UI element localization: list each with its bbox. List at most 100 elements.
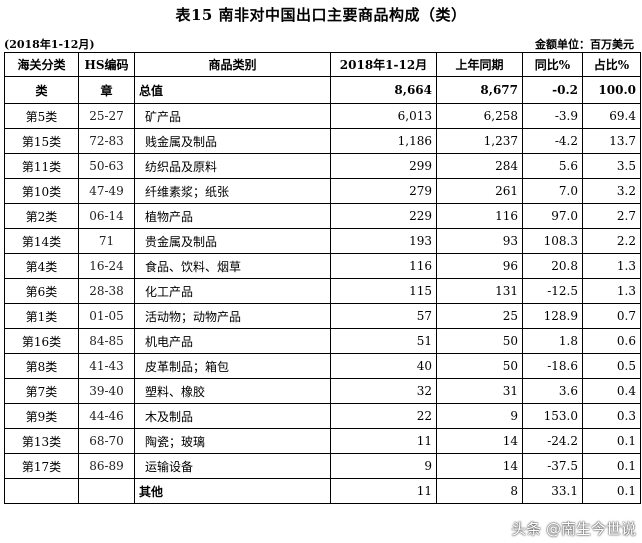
subheader-class: 类 (4, 76, 79, 104)
cell-yoy: 5.6 (522, 153, 583, 179)
cell-current: 279 (330, 178, 437, 204)
cell-hs-code: 84-85 (78, 328, 135, 354)
cell-current: 57 (330, 303, 437, 329)
cell-share: 0.1 (582, 428, 641, 454)
cell-share: 1.3 (582, 253, 641, 279)
watermark: 头条 @南生今世说 (511, 520, 636, 538)
cell-yoy: 20.8 (522, 253, 583, 279)
cell-yoy: 1.8 (522, 328, 583, 354)
cell-current: 22 (330, 403, 437, 429)
table-row: 第10类 47-49 纤维素浆；纸张 279 261 7.0 3.2 (4, 178, 641, 204)
cell-category: 植物产品 (134, 203, 331, 229)
cell-prior: 93 (436, 228, 523, 254)
cell-category: 皮革制品；箱包 (134, 353, 331, 379)
cell-hs-code: 71 (78, 228, 135, 254)
cell-share: 13.7 (582, 128, 641, 154)
cell-yoy: 97.0 (522, 203, 583, 229)
cell-yoy: -18.6 (522, 353, 583, 379)
cell-current: 299 (330, 153, 437, 179)
total-yoy: -0.2 (522, 76, 583, 104)
total-current: 8,664 (330, 76, 437, 104)
cell-category: 机电产品 (134, 328, 331, 354)
cell-current: 229 (330, 203, 437, 229)
table-row: 第5类 25-27 矿产品 6,013 6,258 -3.9 69.4 (4, 103, 641, 129)
total-label: 总值 (134, 76, 331, 104)
cell-current: 11 (330, 478, 437, 504)
cell-yoy: -37.5 (522, 453, 583, 479)
cell-category: 活动物；动物产品 (134, 303, 331, 329)
cell-prior: 25 (436, 303, 523, 329)
cell-share: 2.2 (582, 228, 641, 254)
table-row: 第15类 72-83 贱金属及制品 1,186 1,237 -4.2 13.7 (4, 128, 641, 154)
cell-current: 51 (330, 328, 437, 354)
header-prior-period: 上年同期 (436, 52, 523, 77)
cell-prior: 284 (436, 153, 523, 179)
cell-class: 第5类 (4, 103, 79, 129)
cell-prior: 131 (436, 278, 523, 304)
cell-category: 其他 (134, 478, 331, 504)
cell-yoy: 3.6 (522, 378, 583, 404)
cell-hs-code: 06-14 (78, 203, 135, 229)
table-row: 第4类 16-24 食品、饮料、烟草 116 96 20.8 1.3 (4, 253, 641, 279)
cell-class: 第8类 (4, 353, 79, 379)
cell-yoy: -24.2 (522, 428, 583, 454)
cell-hs-code: 86-89 (78, 453, 135, 479)
cell-category: 纤维素浆；纸张 (134, 178, 331, 204)
cell-prior: 261 (436, 178, 523, 204)
cell-class: 第14类 (4, 228, 79, 254)
cell-class: 第17类 (4, 453, 79, 479)
cell-hs-code: 47-49 (78, 178, 135, 204)
table-row: 第1类 01-05 活动物；动物产品 57 25 128.9 0.7 (4, 303, 641, 329)
cell-class (4, 478, 79, 504)
cell-current: 40 (330, 353, 437, 379)
cell-yoy: 108.3 (522, 228, 583, 254)
header-category: 商品类别 (134, 52, 331, 77)
header-current-period: 2018年1-12月 (330, 52, 437, 77)
cell-hs-code (78, 478, 135, 504)
cell-current: 193 (330, 228, 437, 254)
cell-category: 陶瓷；玻璃 (134, 428, 331, 454)
cell-class: 第10类 (4, 178, 79, 204)
cell-current: 116 (330, 253, 437, 279)
cell-prior: 8 (436, 478, 523, 504)
cell-yoy: -4.2 (522, 128, 583, 154)
cell-yoy: -12.5 (522, 278, 583, 304)
table-row: 第6类 28-38 化工产品 115 131 -12.5 1.3 (4, 278, 641, 304)
cell-category: 食品、饮料、烟草 (134, 253, 331, 279)
cell-share: 0.7 (582, 303, 641, 329)
cell-category: 木及制品 (134, 403, 331, 429)
header-customs-class: 海关分类 (4, 52, 79, 77)
cell-current: 9 (330, 453, 437, 479)
cell-share: 0.5 (582, 353, 641, 379)
table-row: 第17类 86-89 运输设备 9 14 -37.5 0.1 (4, 453, 641, 479)
cell-prior: 96 (436, 253, 523, 279)
cell-share: 3.2 (582, 178, 641, 204)
cell-hs-code: 28-38 (78, 278, 135, 304)
cell-prior: 6,258 (436, 103, 523, 129)
cell-class: 第2类 (4, 203, 79, 229)
cell-hs-code: 50-63 (78, 153, 135, 179)
cell-hs-code: 25-27 (78, 103, 135, 129)
cell-share: 2.7 (582, 203, 641, 229)
total-row: 类 章 总值 8,664 8,677 -0.2 100.0 (4, 76, 641, 104)
cell-class: 第11类 (4, 153, 79, 179)
cell-class: 第4类 (4, 253, 79, 279)
export-table: 海关分类 HS编码 商品类别 2018年1-12月 上年同期 同比% 占比% 类… (4, 52, 641, 504)
cell-prior: 9 (436, 403, 523, 429)
table-row: 第7类 39-40 塑料、橡胶 32 31 3.6 0.4 (4, 378, 641, 404)
subheader-chapter: 章 (78, 76, 135, 104)
cell-category: 贵金属及制品 (134, 228, 331, 254)
cell-category: 矿产品 (134, 103, 331, 129)
cell-category: 纺织品及原料 (134, 153, 331, 179)
cell-prior: 116 (436, 203, 523, 229)
cell-prior: 31 (436, 378, 523, 404)
cell-current: 32 (330, 378, 437, 404)
cell-category: 贱金属及制品 (134, 128, 331, 154)
cell-yoy: 128.9 (522, 303, 583, 329)
total-prior: 8,677 (436, 76, 523, 104)
cell-hs-code: 72-83 (78, 128, 135, 154)
cell-class: 第1类 (4, 303, 79, 329)
cell-prior: 50 (436, 328, 523, 354)
cell-share: 0.6 (582, 328, 641, 354)
cell-share: 0.3 (582, 403, 641, 429)
